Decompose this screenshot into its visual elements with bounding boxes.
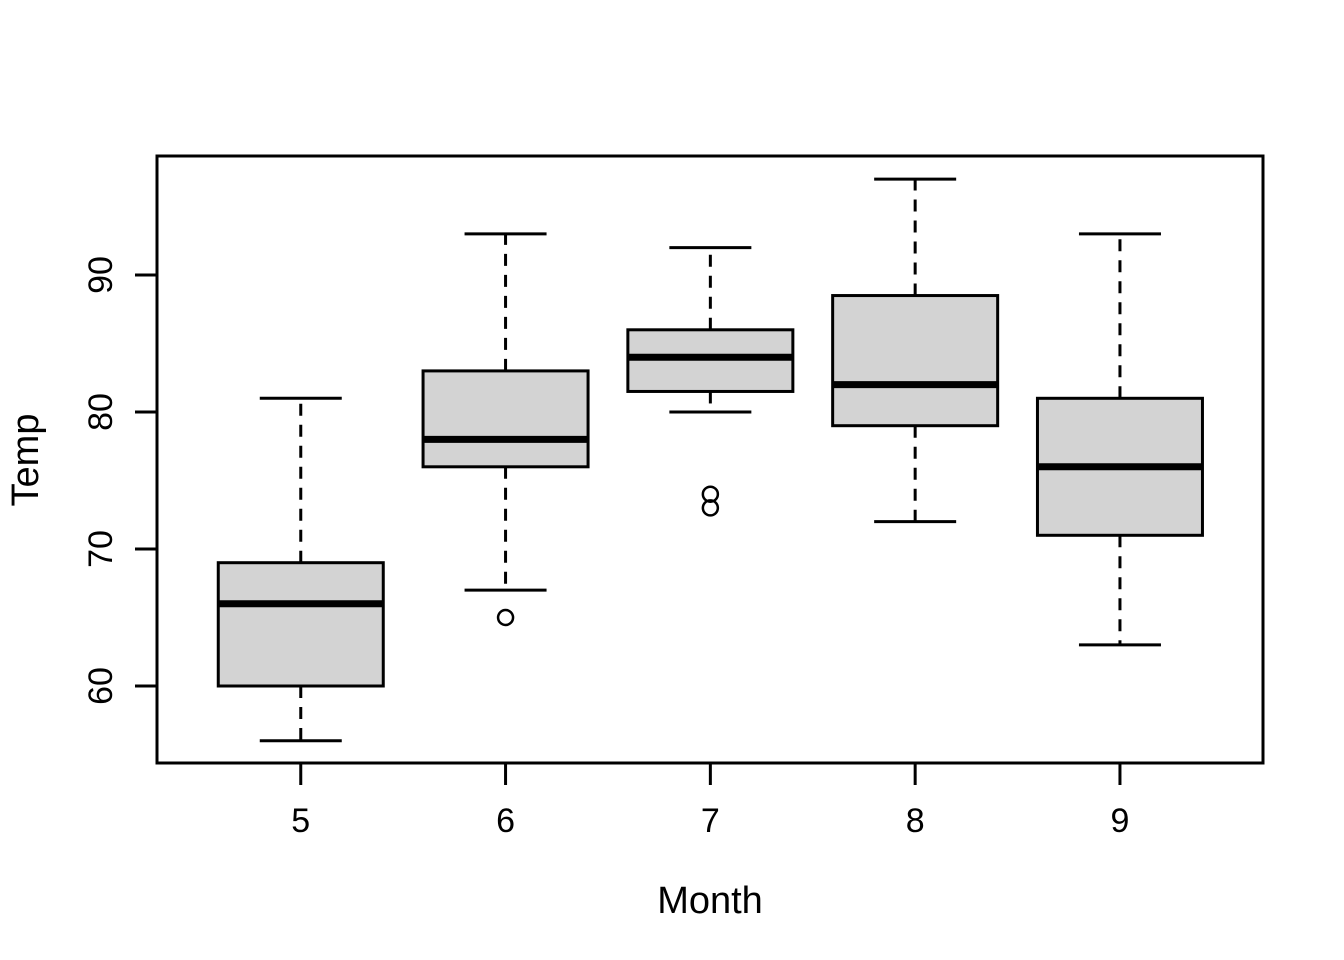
- x-tick-label: 6: [496, 802, 515, 840]
- x-tick-label: 9: [1110, 802, 1129, 840]
- y-tick-label: 60: [82, 667, 120, 705]
- y-axis-title: Temp: [5, 414, 47, 507]
- y-tick-label: 80: [82, 393, 120, 431]
- boxes-layer: [216, 177, 1204, 743]
- y-axis: 60 70 80 90: [82, 256, 157, 705]
- x-tick-label: 7: [701, 802, 720, 840]
- iqr-box: [831, 294, 1000, 428]
- outlier-point: [496, 608, 515, 627]
- x-axis-title: Month: [657, 880, 763, 922]
- box-group-month-6: [421, 232, 590, 627]
- iqr-box: [216, 561, 385, 688]
- box-group-month-9: [1035, 232, 1204, 647]
- x-tick-label: 8: [906, 802, 925, 840]
- y-tick-label: 70: [82, 530, 120, 568]
- x-axis: 5 6 7 8 9: [291, 763, 1129, 840]
- y-tick-label: 90: [82, 256, 120, 294]
- outlier-point: [701, 499, 720, 517]
- box-group-month-7: [626, 246, 795, 517]
- outlier-point: [701, 485, 720, 503]
- iqr-box: [421, 369, 590, 469]
- box-group-month-8: [831, 177, 1000, 524]
- box-group-month-5: [216, 396, 385, 743]
- x-tick-label: 5: [291, 802, 310, 840]
